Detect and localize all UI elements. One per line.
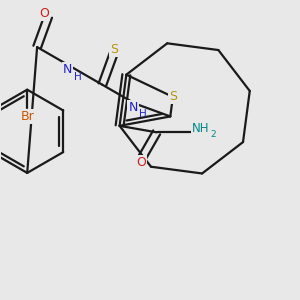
- Text: H: H: [74, 72, 82, 82]
- Text: N: N: [63, 63, 72, 76]
- Text: O: O: [39, 7, 49, 20]
- Text: O: O: [136, 156, 146, 169]
- Text: 2: 2: [210, 130, 216, 139]
- Text: Br: Br: [20, 110, 34, 123]
- Text: S: S: [110, 43, 118, 56]
- Text: NH: NH: [191, 122, 209, 135]
- Text: H: H: [139, 110, 147, 119]
- Text: N: N: [128, 101, 138, 114]
- Text: S: S: [169, 90, 177, 104]
